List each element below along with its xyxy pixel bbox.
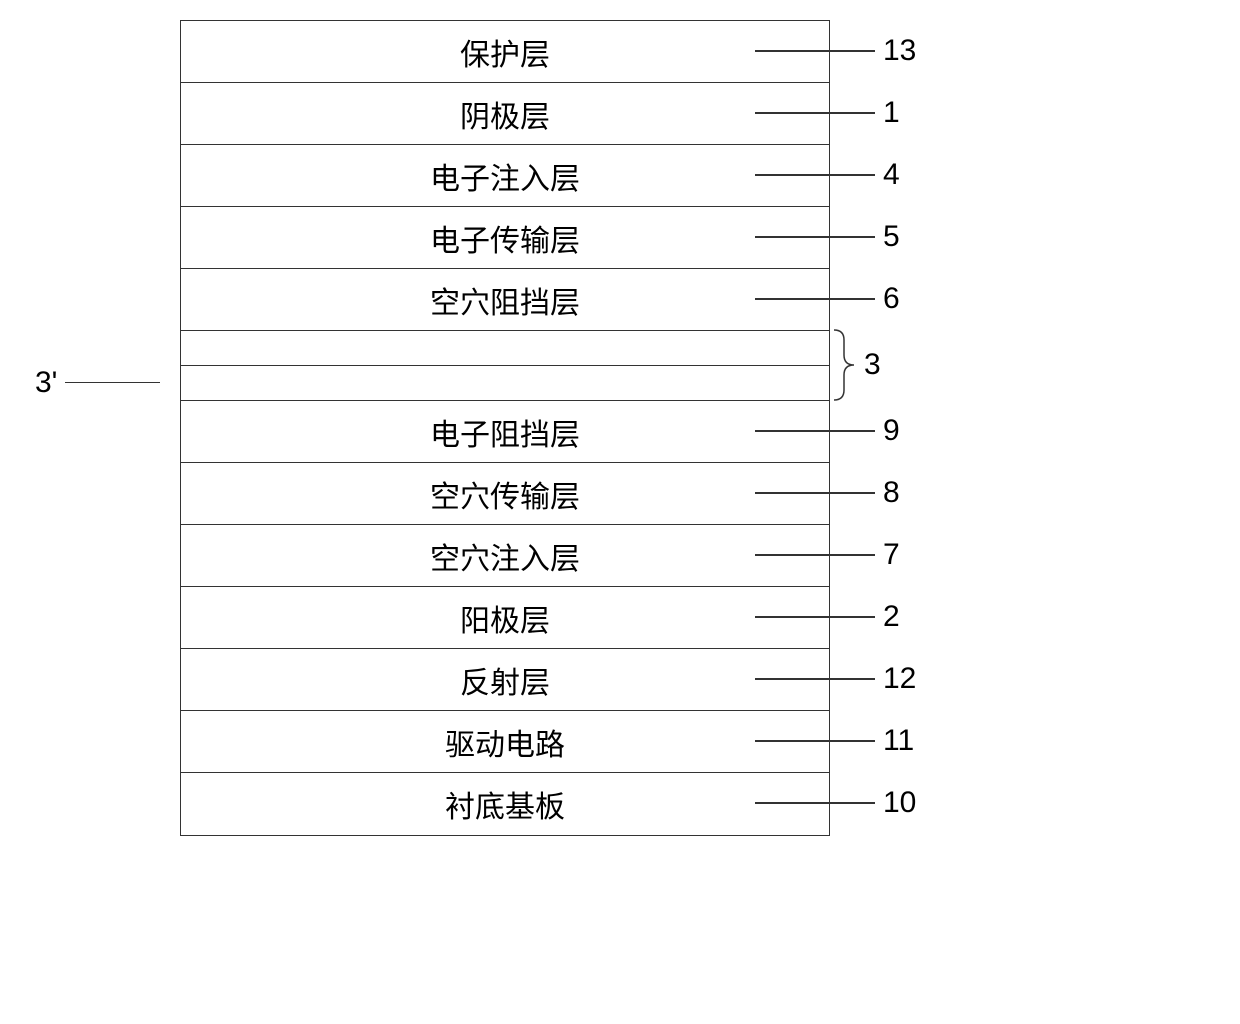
brace-icon [832, 328, 858, 402]
leader-line-1 [755, 112, 875, 114]
right-label-11: 12 [755, 648, 916, 710]
leader-line-2 [755, 174, 875, 176]
label-number-13: 10 [883, 786, 916, 820]
right-label-10: 2 [755, 586, 900, 648]
brace-label: 3 [864, 348, 881, 382]
layer-6 [181, 366, 829, 401]
layer-label-3: 电子传输层 [430, 216, 580, 260]
label-number-0: 13 [883, 34, 916, 68]
leader-line-9 [755, 554, 875, 556]
layer-label-13: 衬底基板 [445, 782, 565, 826]
right-label-0: 13 [755, 20, 916, 82]
layer-label-0: 保护层 [460, 30, 550, 74]
layer-5 [181, 331, 829, 366]
leader-line-12 [755, 740, 875, 742]
leader-line-10 [755, 616, 875, 618]
layer-8: 空穴传输层 [181, 463, 829, 525]
left-label-3prime: 3' [35, 352, 160, 414]
layer-label-8: 空穴传输层 [430, 472, 580, 516]
layer-2: 电子注入层 [181, 145, 829, 207]
leader-line-13 [755, 802, 875, 804]
label-number-4: 6 [883, 282, 900, 316]
layer-3: 电子传输层 [181, 207, 829, 269]
label-number-3: 5 [883, 220, 900, 254]
label-number-9: 7 [883, 538, 900, 572]
leader-line-0 [755, 50, 875, 52]
label-number-11: 12 [883, 662, 916, 696]
layer-9: 空穴注入层 [181, 525, 829, 587]
leader-line-4 [755, 298, 875, 300]
label-number-2: 4 [883, 158, 900, 192]
right-label-8: 8 [755, 462, 900, 524]
right-label-2: 4 [755, 144, 900, 206]
brace-annotation: 3 [832, 328, 881, 402]
layer-0: 保护层 [181, 21, 829, 83]
layer-13: 衬底基板 [181, 773, 829, 835]
layer-stack: 保护层阴极层电子注入层电子传输层空穴阻挡层电子阻挡层空穴传输层空穴注入层阳极层反… [180, 20, 830, 836]
layer-label-2: 电子注入层 [430, 154, 580, 198]
layer-7: 电子阻挡层 [181, 401, 829, 463]
layer-1: 阴极层 [181, 83, 829, 145]
label-number-10: 2 [883, 600, 900, 634]
layer-label-1: 阴极层 [460, 92, 550, 136]
right-label-3: 5 [755, 206, 900, 268]
label-number-7: 9 [883, 414, 900, 448]
layer-label-12: 驱动电路 [445, 720, 565, 764]
left-label-number: 3' [35, 366, 57, 400]
layer-label-7: 电子阻挡层 [430, 410, 580, 454]
right-label-4: 6 [755, 268, 900, 330]
right-label-9: 7 [755, 524, 900, 586]
layer-4: 空穴阻挡层 [181, 269, 829, 331]
leader-line-3 [755, 236, 875, 238]
layer-label-4: 空穴阻挡层 [430, 278, 580, 322]
layer-label-9: 空穴注入层 [430, 534, 580, 578]
layer-12: 驱动电路 [181, 711, 829, 773]
right-label-7: 9 [755, 400, 900, 462]
layer-10: 阳极层 [181, 587, 829, 649]
layer-11: 反射层 [181, 649, 829, 711]
right-label-1: 1 [755, 82, 900, 144]
leader-line-7 [755, 430, 875, 432]
layer-label-10: 阳极层 [460, 596, 550, 640]
left-leader-line [65, 382, 160, 384]
leader-line-11 [755, 678, 875, 680]
right-label-13: 10 [755, 772, 916, 834]
right-label-12: 11 [755, 710, 914, 772]
label-number-1: 1 [883, 96, 900, 130]
label-number-8: 8 [883, 476, 900, 510]
label-number-12: 11 [883, 724, 914, 758]
layer-label-11: 反射层 [460, 658, 550, 702]
leader-line-8 [755, 492, 875, 494]
